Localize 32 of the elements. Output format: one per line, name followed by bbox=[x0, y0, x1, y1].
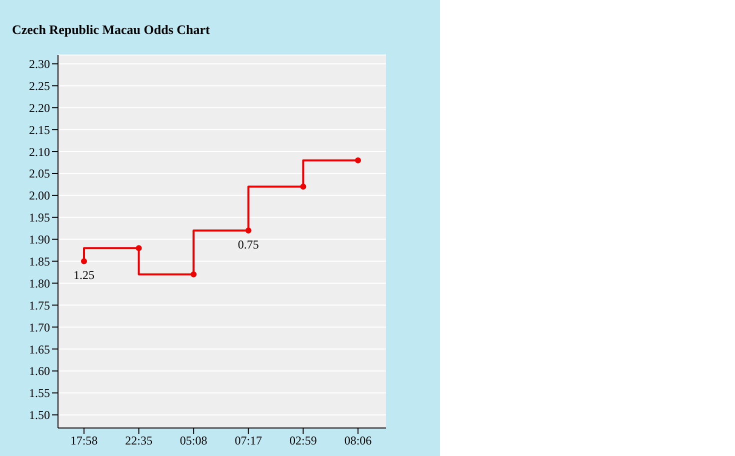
point bbox=[136, 245, 142, 252]
y-tick-label: 1.75 bbox=[29, 298, 50, 312]
point bbox=[245, 228, 252, 234]
point bbox=[81, 258, 87, 264]
y-tick-label: 1.85 bbox=[29, 254, 50, 269]
y-tick-label: 1.95 bbox=[29, 210, 50, 225]
y-tick-label: 2.25 bbox=[29, 78, 50, 93]
annotation: 1.25 bbox=[74, 268, 94, 282]
chart-title: Czech Republic Macau Odds Chart bbox=[12, 22, 210, 38]
y-tick-label: 1.70 bbox=[29, 320, 50, 334]
point bbox=[355, 157, 361, 164]
x-tick-label: 08:06 bbox=[344, 434, 372, 448]
y-tick-label: 1.60 bbox=[29, 364, 50, 378]
x-tick-label: 05:08 bbox=[180, 434, 208, 448]
x-tick-label: 02:59 bbox=[290, 434, 317, 448]
y-tick-label: 1.50 bbox=[29, 408, 50, 422]
y-tick-label: 2.20 bbox=[29, 100, 50, 115]
y-tick-label: 1.90 bbox=[29, 232, 50, 247]
y-tick-label: 1.55 bbox=[29, 386, 50, 400]
x-tick-label: 07:17 bbox=[234, 434, 262, 448]
y-tick-label: 2.30 bbox=[29, 57, 50, 72]
y-tick-label: 2.05 bbox=[29, 166, 50, 181]
y-tick-label: 1.80 bbox=[29, 276, 50, 290]
y-tick-label: 1.65 bbox=[29, 342, 50, 356]
annotation: 0.75 bbox=[238, 238, 259, 252]
y-tick-label: 2.00 bbox=[29, 188, 50, 203]
y-tick-label: 2.10 bbox=[29, 144, 50, 159]
point bbox=[190, 271, 197, 278]
x-tick-label: 17:58 bbox=[70, 434, 98, 448]
x-tick-label: 22:35 bbox=[125, 434, 152, 448]
y-tick-label: 2.15 bbox=[29, 122, 50, 137]
point bbox=[300, 184, 306, 190]
